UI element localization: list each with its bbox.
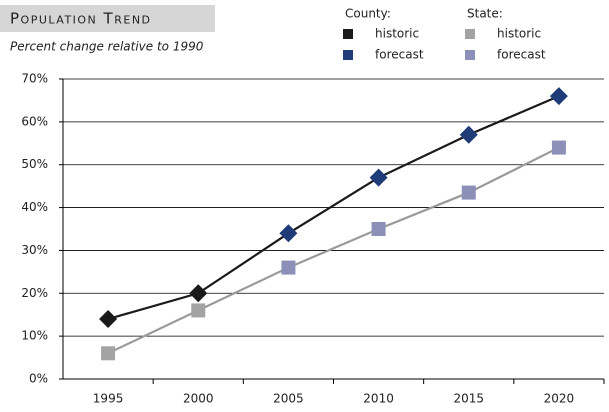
x-tick-label: 2010	[363, 392, 394, 406]
chart-subtitle: Percent change relative to 1990	[10, 40, 204, 54]
marker	[191, 303, 206, 318]
y-tick-label: 0%	[29, 372, 48, 386]
legend-label: historic	[497, 27, 541, 41]
x-tick-label: 2020	[544, 392, 575, 406]
title-box	[0, 5, 215, 32]
legend-swatch	[465, 50, 475, 60]
legend-swatch	[465, 29, 475, 39]
marker	[279, 224, 298, 243]
chart-title: Population Trend	[10, 10, 152, 28]
marker	[99, 310, 118, 328]
x-tick-label: 1995	[93, 392, 124, 406]
x-tick-label: 2005	[273, 392, 304, 406]
legend-label: forecast	[375, 48, 424, 62]
y-tick-label: 60%	[21, 114, 48, 128]
legend-swatch	[343, 29, 353, 39]
y-tick-label: 30%	[21, 243, 48, 257]
legend-group: County:	[345, 7, 391, 21]
series-line	[107, 146, 560, 355]
legend-swatch	[343, 50, 353, 60]
y-tick-label: 10%	[21, 329, 48, 343]
legend-label: forecast	[497, 48, 546, 62]
x-tick-label: 2000	[183, 392, 214, 406]
marker	[369, 168, 388, 187]
marker	[459, 125, 478, 144]
y-tick-label: 70%	[21, 72, 48, 86]
marker	[281, 260, 296, 275]
marker	[101, 346, 116, 361]
legend-label: historic	[375, 27, 419, 41]
y-tick-label: 40%	[21, 200, 48, 214]
marker	[461, 185, 476, 200]
marker	[551, 140, 566, 155]
marker	[189, 284, 208, 303]
x-tick-label: 2015	[453, 392, 484, 406]
legend-group: State:	[467, 7, 503, 21]
y-tick-label: 20%	[21, 286, 48, 300]
marker	[371, 222, 386, 236]
series-line	[107, 95, 560, 321]
y-tick-label: 50%	[21, 157, 48, 171]
marker	[549, 87, 568, 106]
